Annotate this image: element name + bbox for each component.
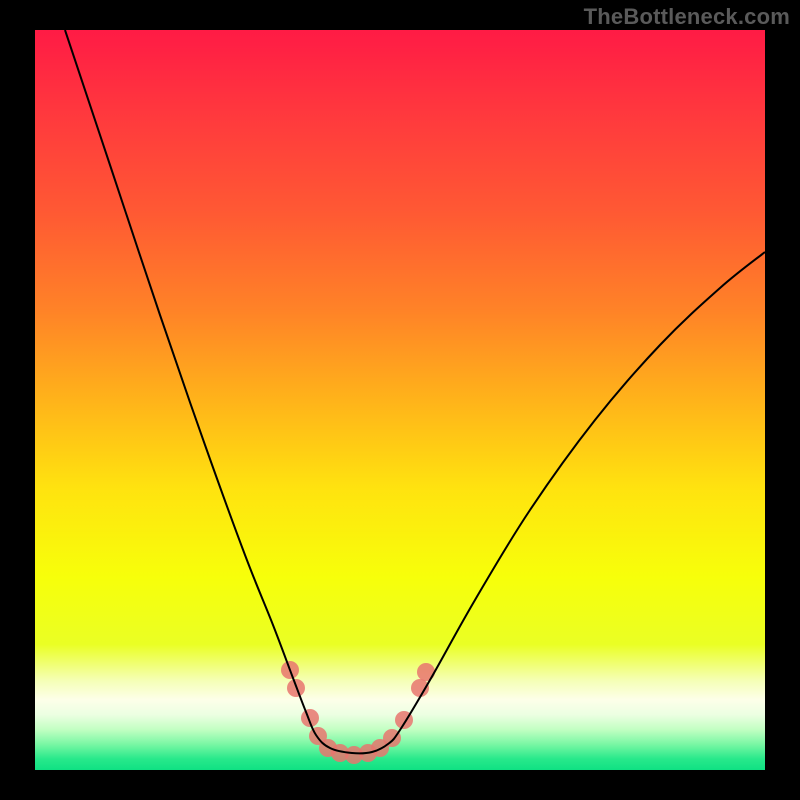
chart-svg — [0, 0, 800, 800]
plot-background — [35, 30, 765, 770]
chart-stage: TheBottleneck.com — [0, 0, 800, 800]
curve-marker — [417, 663, 435, 681]
watermark-text: TheBottleneck.com — [584, 4, 790, 30]
